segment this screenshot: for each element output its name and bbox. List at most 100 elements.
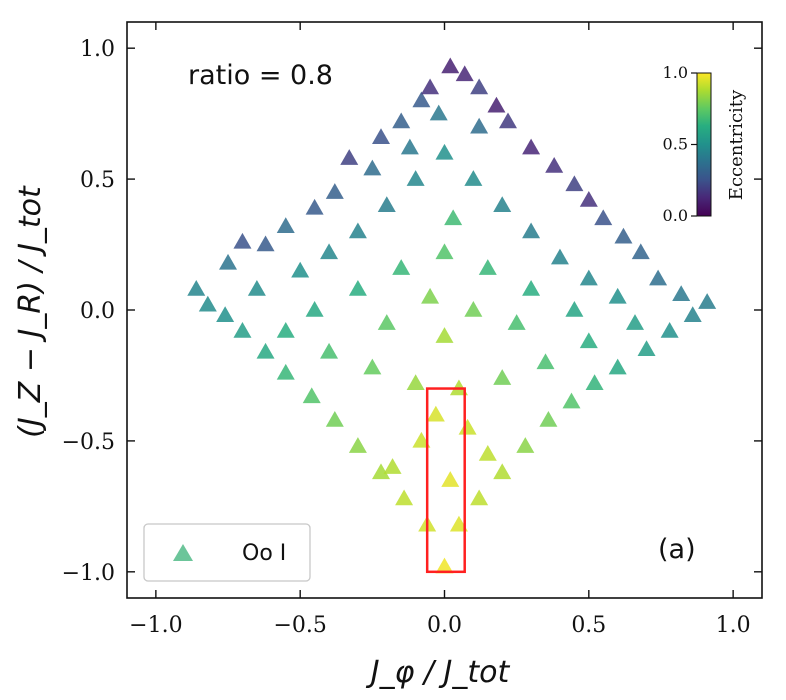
data-point-24 bbox=[614, 227, 633, 244]
highlight-box bbox=[425, 387, 466, 574]
colorbar-tick-label-2: 1.0 bbox=[663, 63, 688, 82]
data-point-32 bbox=[608, 358, 627, 375]
data-point-87 bbox=[478, 445, 497, 461]
data-point-23 bbox=[594, 209, 613, 226]
data-point-22 bbox=[579, 191, 598, 207]
data-point-2 bbox=[219, 253, 238, 270]
y-tick-label-2: 0.0 bbox=[80, 299, 115, 324]
legend: Oo I bbox=[143, 523, 311, 582]
legend-box bbox=[143, 523, 311, 582]
data-point-48 bbox=[256, 342, 275, 359]
data-point-94 bbox=[400, 138, 419, 155]
y-axis-title: (J_Z − J_R) / J_tot bbox=[13, 185, 48, 438]
data-point-77 bbox=[478, 259, 497, 275]
data-point-61 bbox=[550, 248, 569, 265]
data-point-64 bbox=[626, 314, 644, 330]
panel-label: (a) bbox=[658, 534, 696, 565]
colorbar: 0.0 0.5 1.0 Eccentricity bbox=[663, 63, 747, 225]
data-point-50 bbox=[216, 306, 235, 322]
data-point-69 bbox=[406, 374, 425, 391]
data-point-0 bbox=[187, 280, 206, 296]
data-point-6 bbox=[305, 198, 324, 215]
data-point-43 bbox=[372, 463, 390, 480]
data-point-37 bbox=[493, 463, 512, 480]
data-point-33 bbox=[585, 374, 604, 391]
ratio-annotation: ratio = 0.8 bbox=[188, 60, 333, 91]
data-point-8 bbox=[340, 149, 359, 165]
data-point-20 bbox=[545, 157, 564, 173]
data-point-91 bbox=[444, 209, 463, 226]
data-point-63 bbox=[608, 287, 627, 304]
x-tick-label-2: 0.0 bbox=[427, 613, 462, 638]
data-point-53 bbox=[320, 243, 339, 260]
data-point-18 bbox=[499, 112, 517, 129]
data-point-49 bbox=[233, 321, 252, 338]
colorbar-ticks: 0.0 0.5 1.0 bbox=[663, 63, 697, 225]
data-point-92 bbox=[429, 104, 448, 121]
data-point-74 bbox=[348, 280, 367, 296]
data-point-58 bbox=[464, 170, 483, 186]
legend-label: Oo I bbox=[242, 541, 286, 566]
data-point-73 bbox=[305, 301, 324, 317]
data-point-72 bbox=[276, 321, 295, 338]
x-tick-label-1: −0.5 bbox=[273, 613, 326, 638]
data-point-59 bbox=[493, 196, 512, 213]
data-point-93 bbox=[470, 117, 489, 134]
x-tick-label-3: 0.5 bbox=[571, 613, 606, 638]
axis-ticks: −1.0 −0.5 0.0 0.5 1.0 −1.0 −0.5 0.0 0.5 1.0 bbox=[62, 22, 762, 638]
data-point-46 bbox=[302, 387, 321, 404]
data-point-31 bbox=[637, 340, 656, 357]
data-point-84 bbox=[435, 327, 454, 343]
data-point-51 bbox=[247, 280, 266, 296]
data-point-56 bbox=[406, 170, 425, 186]
data-point-40 bbox=[435, 557, 454, 574]
data-point-25 bbox=[631, 243, 650, 260]
data-point-57 bbox=[435, 143, 454, 160]
data-point-85 bbox=[458, 418, 477, 435]
y-tick-label-1: −0.5 bbox=[62, 430, 115, 455]
data-point-44 bbox=[348, 437, 367, 453]
data-point-34 bbox=[562, 392, 581, 409]
data-point-9 bbox=[363, 159, 382, 176]
data-point-27 bbox=[672, 285, 691, 302]
data-point-5 bbox=[276, 217, 295, 233]
colorbar-label: Eccentricity bbox=[726, 89, 747, 200]
data-point-19 bbox=[522, 138, 541, 155]
data-point-13 bbox=[421, 78, 440, 95]
data-point-62 bbox=[579, 269, 598, 286]
data-point-65 bbox=[579, 332, 598, 349]
data-point-55 bbox=[377, 196, 396, 213]
data-point-3 bbox=[233, 232, 252, 249]
y-tick-label-3: 0.5 bbox=[80, 168, 115, 193]
data-point-71 bbox=[320, 342, 339, 359]
data-point-54 bbox=[348, 222, 367, 239]
data-point-52 bbox=[291, 261, 310, 278]
y-tick-label-0: −1.0 bbox=[62, 561, 115, 586]
data-point-26 bbox=[649, 269, 668, 286]
data-points bbox=[187, 57, 717, 574]
data-point-28 bbox=[698, 293, 717, 309]
data-point-47 bbox=[276, 363, 295, 380]
legend-marker-icon bbox=[173, 544, 193, 561]
x-axis-title: J_φ / J_tot bbox=[366, 655, 511, 690]
data-point-88 bbox=[383, 458, 402, 474]
data-point-30 bbox=[660, 321, 679, 338]
x-tick-label-4: 1.0 bbox=[716, 613, 751, 638]
data-point-1 bbox=[198, 295, 217, 312]
data-point-81 bbox=[464, 301, 483, 317]
data-point-89 bbox=[441, 471, 460, 487]
data-point-75 bbox=[392, 259, 411, 275]
data-point-80 bbox=[507, 314, 526, 330]
data-point-14 bbox=[441, 57, 460, 74]
data-point-29 bbox=[683, 306, 702, 322]
data-point-36 bbox=[516, 437, 535, 453]
data-point-86 bbox=[412, 431, 431, 448]
data-point-15 bbox=[455, 65, 474, 82]
colorbar-tick-label-0: 0.0 bbox=[663, 206, 688, 225]
data-point-66 bbox=[536, 353, 555, 370]
data-point-67 bbox=[493, 369, 512, 385]
data-point-11 bbox=[392, 112, 411, 129]
data-point-39 bbox=[449, 515, 468, 532]
data-point-82 bbox=[421, 287, 440, 304]
data-point-42 bbox=[395, 489, 414, 506]
